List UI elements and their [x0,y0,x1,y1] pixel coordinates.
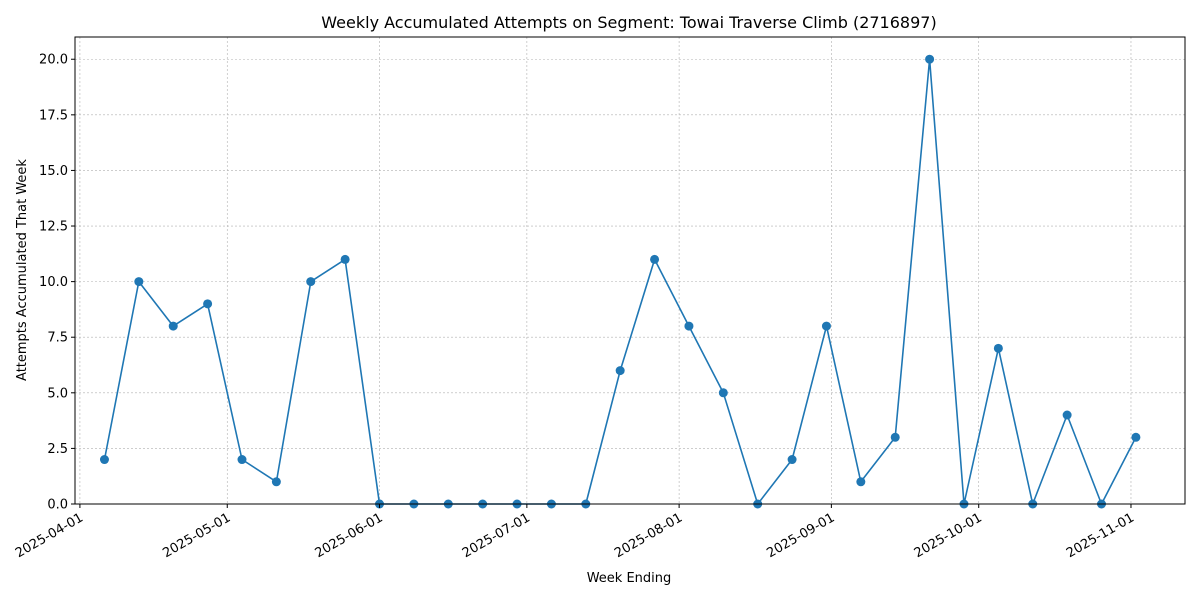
y-tick-label: 17.5 [39,108,68,123]
data-point [787,455,797,465]
data-point [99,455,109,465]
data-point [168,321,178,331]
chart-title: Weekly Accumulated Attempts on Segment: … [321,13,936,32]
y-tick-label: 0.0 [47,498,68,513]
y-tick-label: 20.0 [39,53,68,68]
data-point [821,321,831,331]
data-point [1131,432,1141,442]
data-point [203,299,213,309]
data-point [306,277,316,287]
y-axis: 0.0 2.5 5.0 7.5 10.0 12.5 15.0 17.5 20.0 [39,53,75,513]
y-tick-label: 7.5 [47,331,68,346]
data-point [134,277,144,287]
data-point [856,477,866,487]
data-point [993,343,1003,353]
data-point [718,388,728,398]
data-point [650,254,660,264]
y-axis-label: Attempts Accumulated That Week [15,159,30,381]
data-point [340,254,350,264]
data-point [1062,410,1072,420]
data-point [615,366,625,376]
y-tick-label: 15.0 [39,164,68,179]
y-tick-label: 12.5 [39,220,68,235]
y-tick-label: 2.5 [47,442,68,457]
plot-frame [74,36,1186,505]
data-point [684,321,694,331]
y-tick-label: 5.0 [47,386,68,401]
data-point [890,432,900,442]
grid-lines [75,37,1185,505]
data-point [925,54,935,64]
x-axis-label: Week Ending [587,571,672,586]
data-point [237,455,247,465]
y-tick-label: 10.0 [39,275,68,290]
data-point [271,477,281,487]
